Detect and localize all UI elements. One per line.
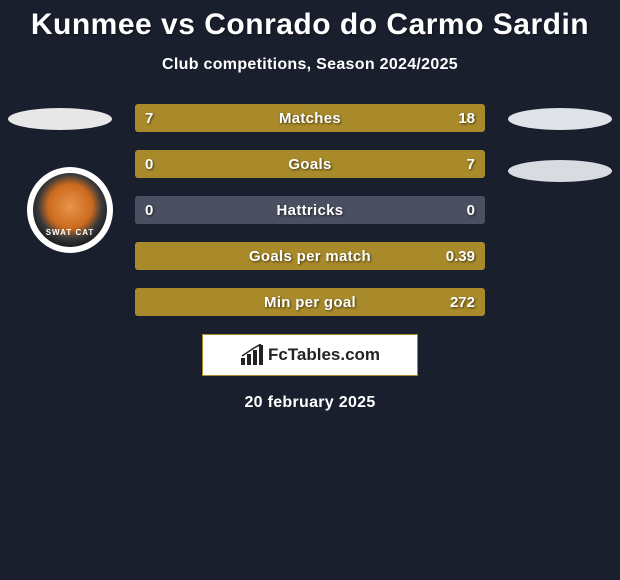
stat-row: 07Goals bbox=[135, 150, 485, 178]
stat-row: 718Matches bbox=[135, 104, 485, 132]
brand-bars-icon bbox=[240, 344, 264, 366]
brand-text: FcTables.com bbox=[268, 345, 380, 365]
page-title: Kunmee vs Conrado do Carmo Sardin bbox=[0, 0, 620, 42]
stat-label: Min per goal bbox=[135, 288, 485, 316]
club-crest-inner: Swat Cat bbox=[33, 173, 107, 247]
player-left-badge bbox=[8, 108, 112, 130]
comparison-content: Swat Cat 718Matches 07Goals 00Hattricks 0.3… bbox=[0, 104, 620, 412]
club-crest-text: Swat Cat bbox=[46, 228, 95, 237]
date-text: 20 february 2025 bbox=[0, 394, 620, 412]
stat-label: Goals per match bbox=[135, 242, 485, 270]
stat-row: 00Hattricks bbox=[135, 196, 485, 224]
page-subtitle: Club competitions, Season 2024/2025 bbox=[0, 56, 620, 74]
player-right-badge bbox=[508, 108, 612, 130]
stats-bars: 718Matches 07Goals 00Hattricks 0.39Goals pe… bbox=[135, 104, 485, 316]
stat-label: Goals bbox=[135, 150, 485, 178]
stat-label: Matches bbox=[135, 104, 485, 132]
player-right-badge-2 bbox=[508, 160, 612, 182]
stat-row: 0.39Goals per match bbox=[135, 242, 485, 270]
stat-label: Hattricks bbox=[135, 196, 485, 224]
stat-row: 272Min per goal bbox=[135, 288, 485, 316]
brand-box[interactable]: FcTables.com bbox=[202, 334, 418, 376]
club-crest: Swat Cat bbox=[27, 167, 113, 253]
